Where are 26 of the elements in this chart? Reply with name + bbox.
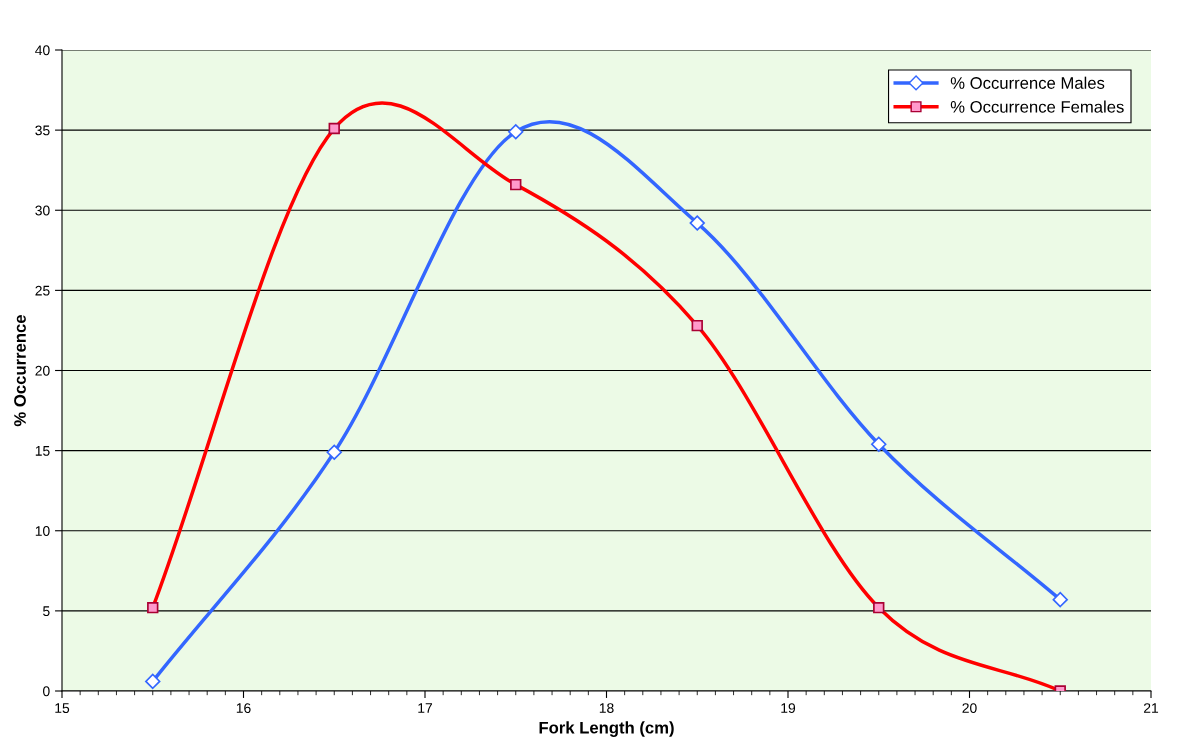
x-tick-label: 21 — [1143, 703, 1159, 713]
y-tick-label: 10 — [35, 526, 50, 536]
point — [145, 673, 161, 690]
point — [1052, 591, 1068, 608]
legend-label: % Occurrence Males — [950, 76, 1105, 89]
x-tick-label: 20 — [962, 703, 977, 714]
x-tick-label: 15 — [55, 703, 70, 714]
point — [508, 124, 524, 140]
y-tick-label: 20 — [35, 365, 50, 376]
y-axis-title: % Occurrence — [14, 315, 26, 427]
x-tick-label: 17 — [418, 703, 433, 713]
y-tick-label: 40 — [35, 45, 50, 56]
y-tick-label: 25 — [35, 285, 50, 296]
x-axis-title: Fork Length (cm) — [539, 721, 674, 737]
point — [326, 444, 342, 460]
y-tick-label: 35 — [35, 125, 50, 136]
y-tick-label: 5 — [43, 606, 50, 617]
legend-label: % Occurrence Females — [950, 100, 1124, 113]
x-tick-label: 18 — [599, 703, 614, 714]
y-tick-label: 30 — [35, 205, 50, 216]
x-tick-label: 16 — [236, 703, 251, 714]
y-tick-label: 15 — [35, 446, 50, 456]
point — [871, 436, 887, 452]
x-tick-label: 19 — [781, 703, 796, 714]
point — [689, 215, 705, 231]
y-tick-label: 0 — [43, 686, 50, 697]
